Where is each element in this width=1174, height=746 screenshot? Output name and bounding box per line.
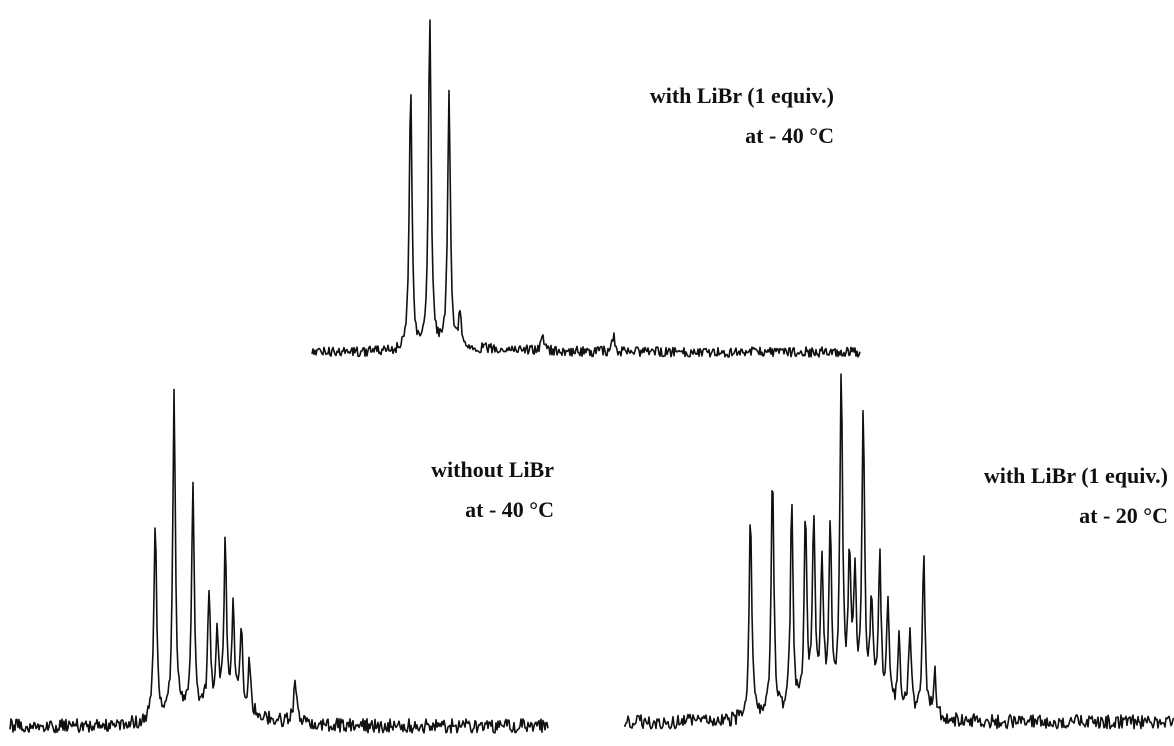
spectrum-label-top-line-2: at - 40 °C: [745, 123, 834, 148]
spectrum-label-top: with LiBr (1 equiv.) at - 40 °C: [650, 76, 834, 156]
spectrum-trace-bottom-right: [623, 373, 1174, 730]
spectrum-label-bottom-right-line-1: with LiBr (1 equiv.): [983, 463, 1168, 488]
spectrum-label-bottom-right-line-2: at - 20 °C: [1079, 503, 1168, 528]
spectrum-trace-top: [311, 19, 861, 358]
spectrum-label-bottom-left: without LiBr at - 40 °C: [431, 450, 554, 530]
spectrum-label-bottom-left-line-1: without LiBr: [431, 457, 554, 482]
spectrum-label-bottom-right: with LiBr (1 equiv.) at - 20 °C: [984, 456, 1168, 536]
spectrum-trace-bottom-left: [9, 388, 549, 734]
spectrum-label-top-line-1: with LiBr (1 equiv.): [649, 83, 834, 108]
spectrum-label-bottom-left-line-2: at - 40 °C: [465, 497, 554, 522]
